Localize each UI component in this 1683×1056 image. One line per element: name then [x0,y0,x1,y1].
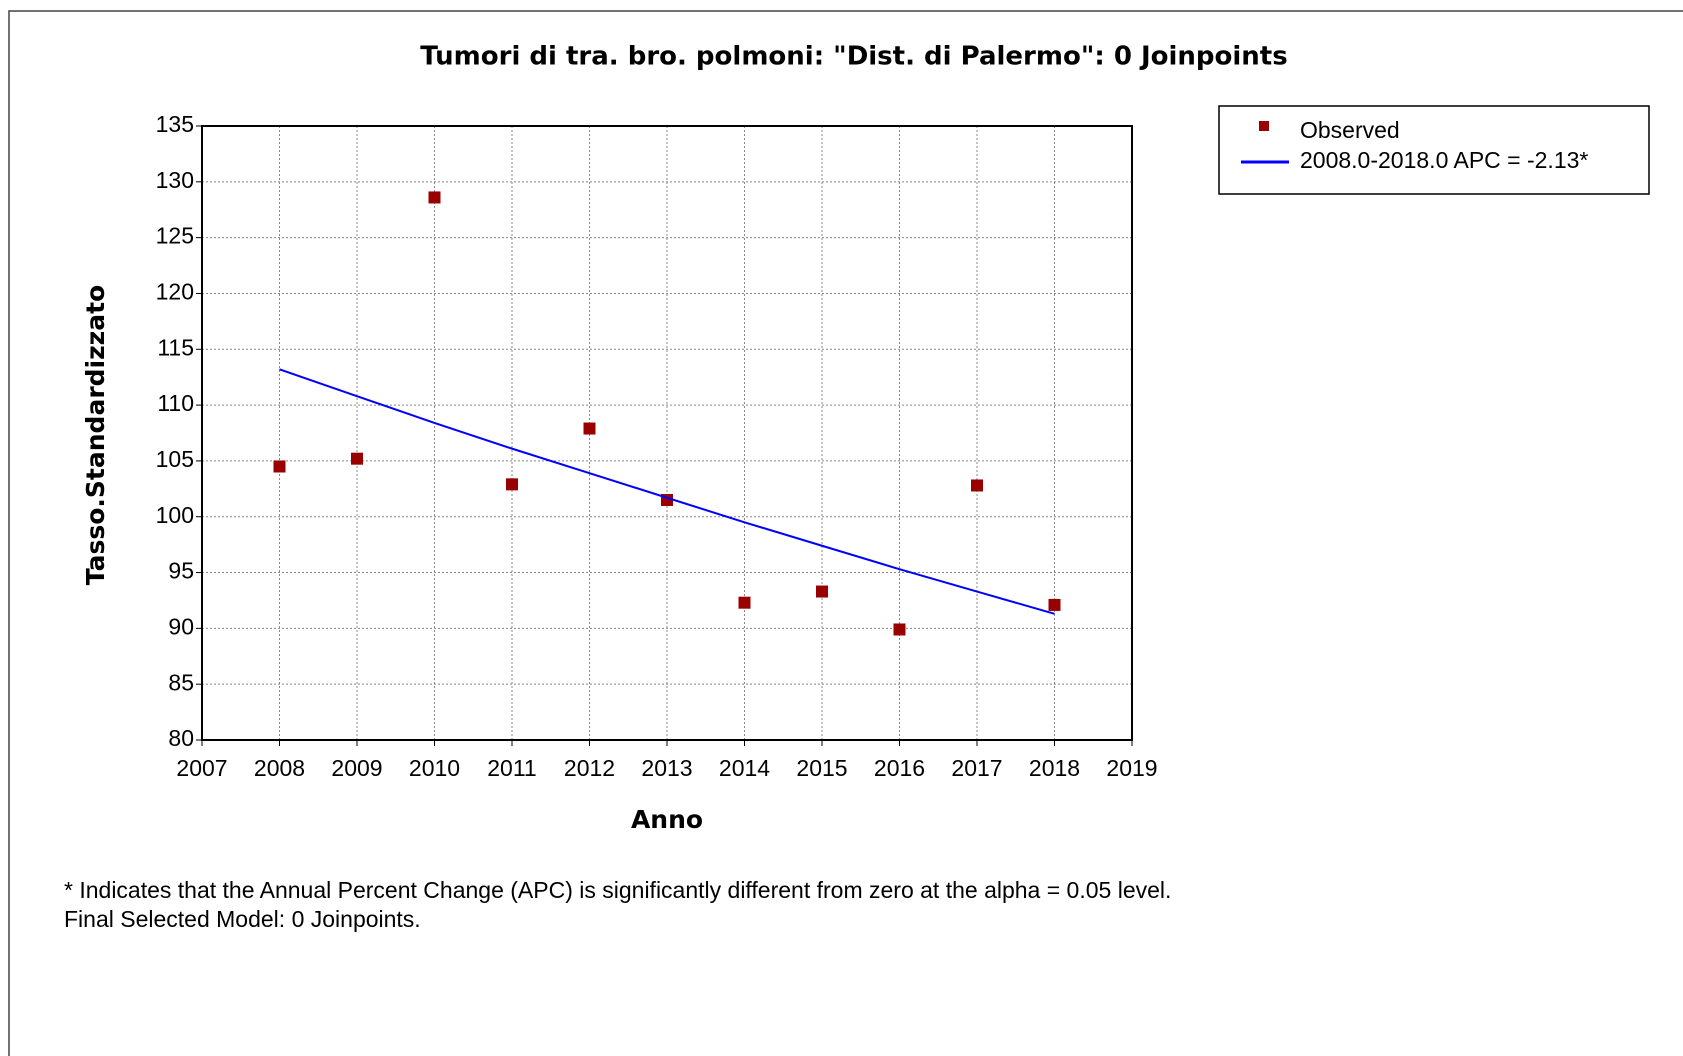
y-tick-label: 100 [156,502,194,528]
point [428,191,441,204]
x-tick-label: 2008 [254,755,305,781]
point [738,596,751,609]
y-tick-label: 85 [168,669,194,695]
point [971,479,983,492]
chart-title: Tumori di tra. bro. polmoni: "Dist. di P… [420,42,1287,72]
x-axis-label: Anno [631,805,703,834]
y-axis-label: Tasso.Standardizzato [81,285,110,585]
fit-line [279,368,1055,615]
y-tick-label: 120 [156,279,194,305]
x-tick-label: 2019 [1106,755,1157,781]
y-tick-label: 80 [168,725,194,751]
point [351,452,363,465]
x-tick-label: 2014 [719,755,770,781]
point [506,478,518,491]
x-tick-label: 2012 [564,755,615,781]
point [583,422,596,435]
y-tick-label: 105 [156,446,194,472]
point [893,623,906,636]
point [1048,598,1061,611]
frame [8,10,1683,1056]
y-tick-label: 115 [157,334,194,360]
legend-label: 2008.0-2018.0 APC = -2.13* [1300,147,1588,173]
y-tick-label: 135 [156,111,194,137]
y-tick-label: 90 [168,613,194,639]
x-tick-label: 2011 [487,755,536,781]
legend-box [1218,105,1650,195]
legend-label: Observed [1300,117,1400,143]
x-tick-label: 2017 [951,755,1002,781]
x-tick-label: 2015 [796,755,847,781]
x-tick-label: 2007 [176,755,227,781]
x-tick-label: 2013 [641,755,692,781]
footnote: * Indicates that the Annual Percent Chan… [64,877,1171,903]
x-tick-label: 2018 [1029,755,1080,781]
legend-swatch [1259,121,1269,131]
x-tick-label: 2010 [409,755,460,781]
x-tick-label: 2009 [331,755,382,781]
y-tick-label: 110 [157,390,194,416]
point [816,585,828,598]
x-tick-label: 2016 [874,755,925,781]
y-tick-label: 95 [168,558,194,584]
y-tick-label: 125 [156,223,194,249]
y-tick-label: 130 [156,167,194,193]
footnote: Final Selected Model: 0 Joinpoints. [64,906,421,932]
point [273,460,286,473]
plot-area [201,125,1133,741]
